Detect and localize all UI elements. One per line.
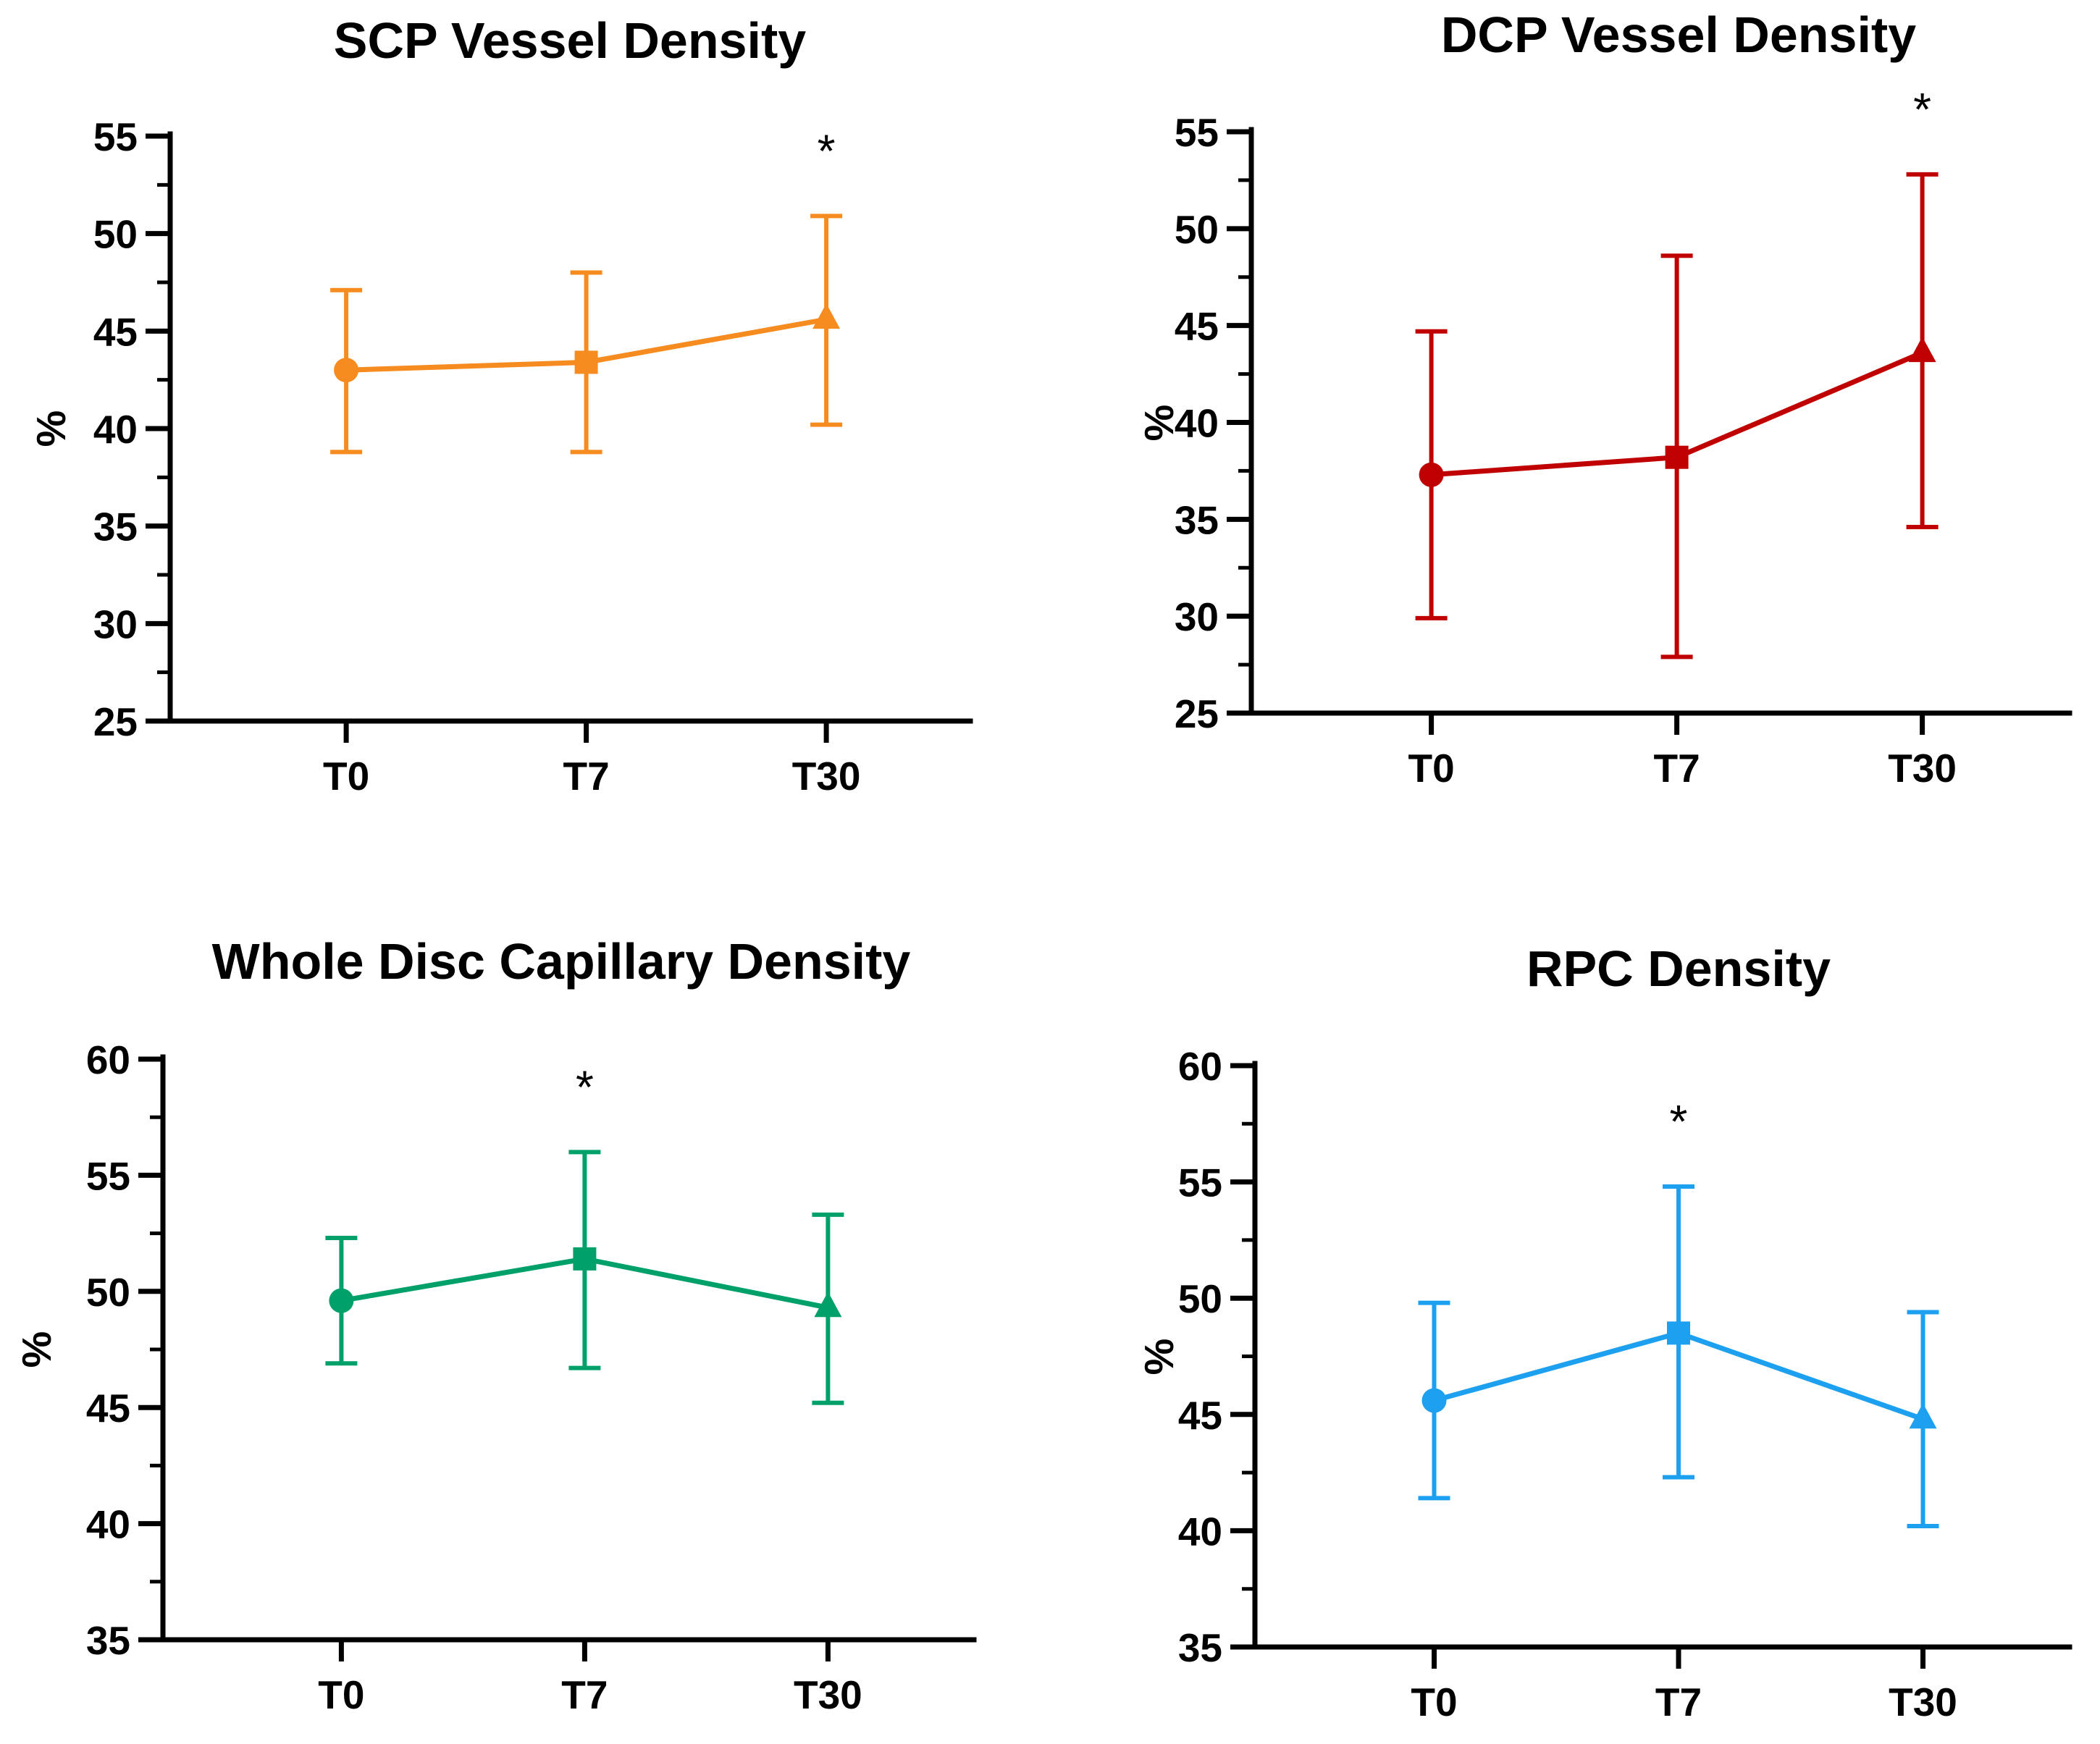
significance-marker: * [576, 1061, 594, 1113]
data-point-circle [1419, 462, 1444, 487]
y-tick-label: 35 [1175, 497, 1219, 542]
y-tick-label: 50 [93, 212, 138, 257]
y-tick-label: 35 [86, 1618, 130, 1663]
chart-panel-scp: SCP Vessel Density % 25 30 35 40 45 50 55 T0 T7 T… [28, 12, 973, 799]
y-tick-label: 50 [1175, 207, 1219, 252]
y-tick-label: 30 [1175, 594, 1219, 639]
data-point-square [1665, 445, 1689, 469]
data-point-circle [1421, 1388, 1447, 1413]
significance-marker: * [1670, 1095, 1688, 1147]
data-point-triangle [1909, 1403, 1937, 1429]
x-tick-label: T7 [561, 1672, 608, 1717]
y-tick-label: 60 [86, 1037, 130, 1082]
y-tick-label: 60 [1178, 1044, 1222, 1089]
chart-title: SCP Vessel Density [334, 12, 806, 69]
y-tick-label: 35 [93, 505, 138, 549]
y-axis-label: % [1136, 405, 1183, 442]
x-tick-label: T0 [1411, 1680, 1457, 1724]
x-tick-label: T30 [1888, 746, 1957, 791]
y-tick-label: 30 [93, 602, 138, 646]
data-point-triangle [1908, 337, 1936, 363]
x-tick-label: T30 [794, 1672, 862, 1717]
y-tick-label: 45 [93, 309, 138, 354]
chart-panel-dcp: DCP Vessel Density % 25 30 35 40 45 50 55 T0 T7 T… [1136, 7, 2072, 791]
x-tick-label: T30 [1889, 1680, 1957, 1724]
y-tick-label: 35 [1178, 1625, 1222, 1670]
y-tick-label: 25 [1175, 691, 1219, 736]
chart-title: Whole Disc Capillary Density [212, 933, 911, 990]
x-tick-label: T7 [1655, 1680, 1702, 1724]
data-point-circle [334, 358, 359, 383]
x-tick-label: T7 [563, 754, 610, 799]
significance-marker: * [818, 125, 836, 177]
y-tick-label: 45 [1178, 1393, 1222, 1438]
data-point-square [573, 1247, 597, 1271]
chart-panel-rpc: RPC Density % 35 40 45 50 55 60 T0 T7 T30 * [1136, 940, 2072, 1724]
x-tick-label: T0 [318, 1672, 364, 1717]
x-tick-label: T7 [1654, 746, 1700, 791]
data-point-square [574, 350, 598, 374]
data-point-square [1667, 1321, 1690, 1345]
y-tick-label: 45 [86, 1386, 130, 1431]
y-tick-label: 55 [1178, 1160, 1222, 1205]
y-tick-label: 25 [93, 699, 138, 744]
y-tick-label: 40 [93, 407, 138, 452]
data-point-circle [329, 1288, 354, 1313]
y-tick-label: 50 [1178, 1276, 1222, 1321]
y-axis-label: % [14, 1331, 60, 1368]
y-tick-label: 40 [1178, 1509, 1222, 1554]
y-axis-label: % [1136, 1339, 1183, 1376]
data-point-triangle [812, 303, 841, 329]
y-axis-label: % [28, 410, 75, 447]
y-tick-label: 40 [1175, 401, 1219, 446]
y-tick-label: 45 [1175, 304, 1219, 349]
y-tick-label: 55 [86, 1153, 130, 1198]
data-point-triangle [814, 1292, 842, 1318]
chart-panel-whole-disc: Whole Disc Capillary Density % 35 40 45 50 5… [14, 933, 977, 1717]
significance-marker: * [1913, 83, 1931, 135]
y-tick-label: 40 [86, 1502, 130, 1547]
x-tick-label: T0 [323, 754, 369, 799]
x-tick-label: T0 [1408, 746, 1455, 791]
y-tick-label: 55 [93, 114, 138, 159]
chart-title: DCP Vessel Density [1441, 7, 1916, 63]
y-tick-label: 50 [86, 1270, 130, 1315]
x-tick-label: T30 [792, 754, 861, 799]
y-tick-label: 55 [1175, 110, 1219, 155]
chart-title: RPC Density [1526, 940, 1831, 997]
